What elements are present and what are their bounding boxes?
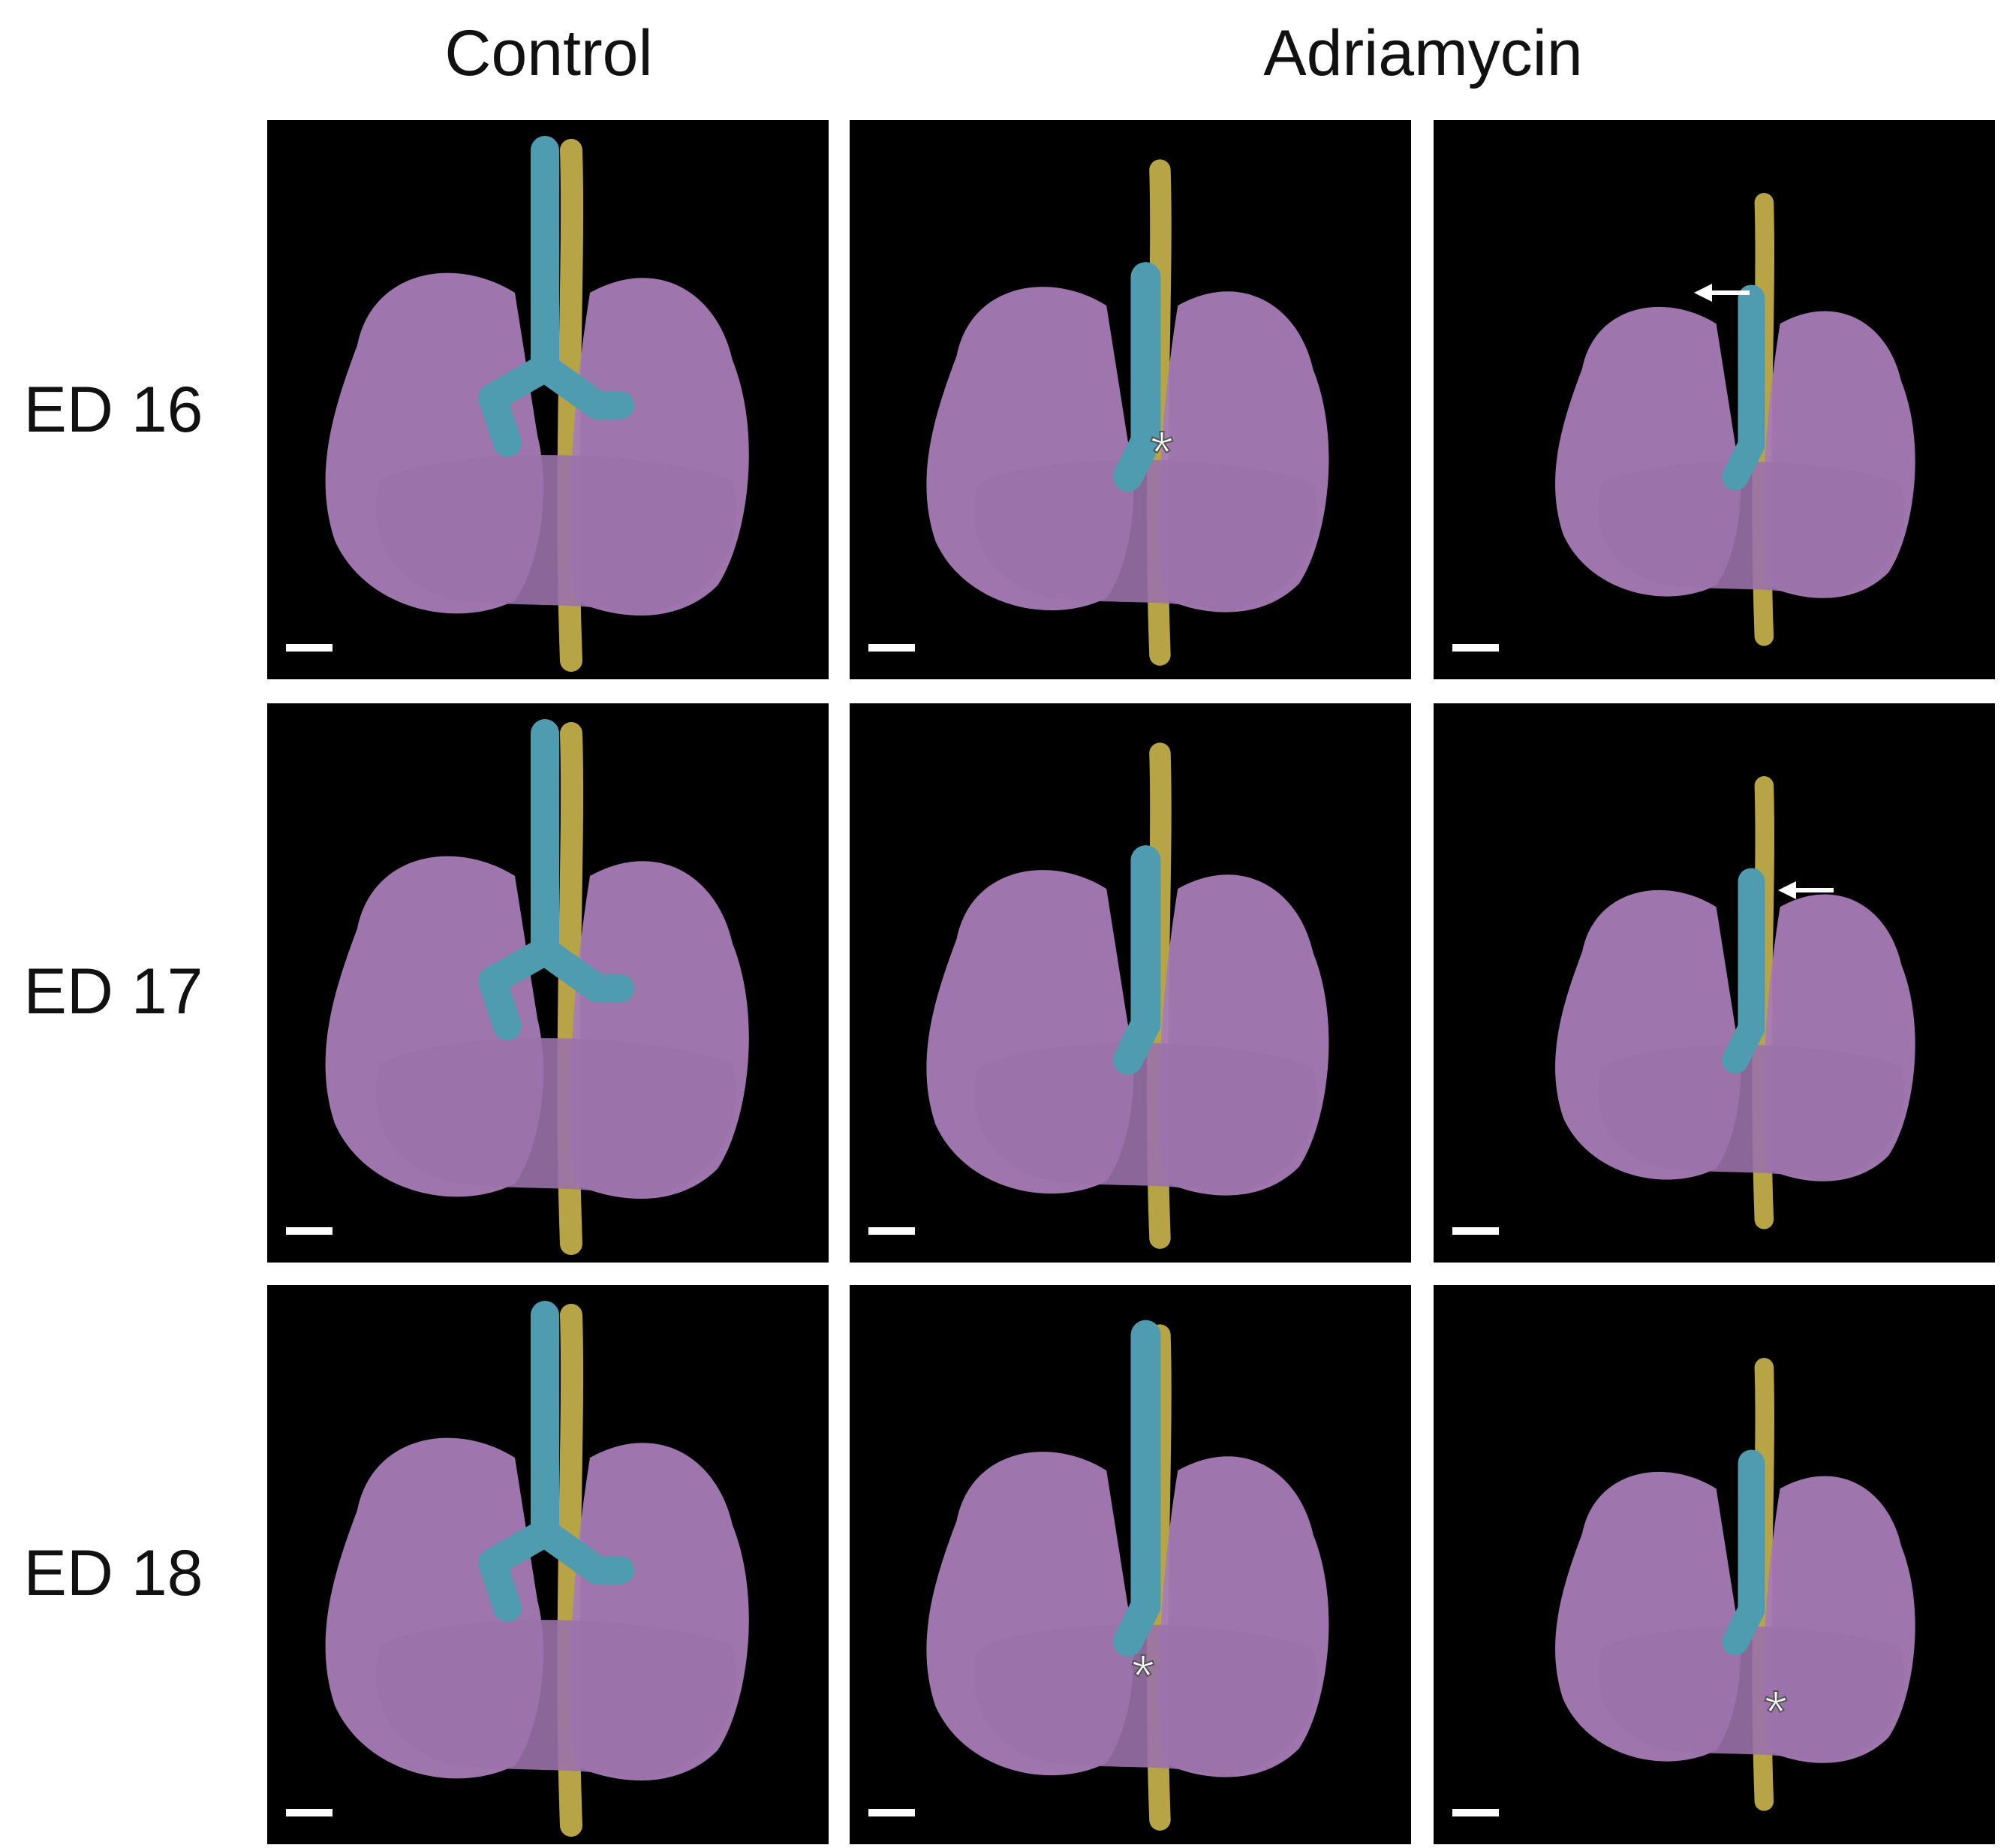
trachea — [1112, 262, 1161, 492]
panel — [267, 120, 829, 679]
row-label: ED 17 — [23, 956, 203, 1028]
scale-bar — [1452, 1809, 1499, 1816]
rendering — [1555, 1358, 1915, 1811]
scale-bar — [286, 644, 332, 652]
annotation: * — [1150, 419, 1173, 486]
rendering — [1555, 776, 1915, 1229]
rendering — [926, 742, 1329, 1249]
trachea — [1722, 284, 1765, 491]
panel — [850, 1285, 1411, 1844]
rendering — [325, 136, 749, 672]
annotation: * — [1131, 1642, 1154, 1709]
scale-bar — [868, 1227, 915, 1235]
trachea — [1722, 868, 1765, 1074]
scale-bar — [1452, 1227, 1499, 1235]
scale-bar — [868, 1809, 915, 1816]
lower-lung — [1598, 462, 1905, 598]
rendering — [325, 1301, 749, 1837]
rendering — [926, 1320, 1329, 1831]
trachea — [1112, 1320, 1161, 1657]
rendering — [1555, 193, 1915, 646]
row-label: ED 16 — [23, 374, 203, 446]
scale-bar — [1452, 644, 1499, 652]
column-header: Adriamycin — [1263, 17, 1582, 89]
panel — [267, 703, 829, 1263]
column-header: Control — [444, 17, 652, 89]
trachea — [478, 719, 634, 1040]
lower-lung — [375, 1038, 736, 1199]
trachea — [1112, 845, 1161, 1076]
scale-bar — [286, 1809, 332, 1816]
panel — [267, 1285, 829, 1844]
trachea — [1722, 1449, 1765, 1656]
rendering — [926, 159, 1329, 666]
lower-lung — [375, 1620, 736, 1780]
row-label: ED 18 — [23, 1537, 203, 1609]
scale-bar — [868, 644, 915, 652]
lower-lung — [1598, 1627, 1905, 1763]
lower-lung — [974, 459, 1317, 612]
panel — [850, 120, 1411, 679]
arrow-head — [1694, 284, 1712, 302]
rendering — [325, 719, 749, 1255]
lower-lung — [375, 455, 736, 615]
lower-lung — [974, 1043, 1317, 1196]
panel — [850, 703, 1411, 1263]
panel — [1434, 1285, 1995, 1844]
lower-lung — [974, 1624, 1317, 1777]
arrow-head — [1778, 881, 1796, 899]
trachea — [478, 1301, 634, 1622]
scale-bar — [286, 1227, 332, 1235]
panel — [1434, 120, 1995, 679]
panel — [1434, 703, 1995, 1263]
trachea — [478, 136, 634, 457]
lower-lung — [1598, 1045, 1905, 1181]
annotation: * — [1764, 1678, 1787, 1745]
